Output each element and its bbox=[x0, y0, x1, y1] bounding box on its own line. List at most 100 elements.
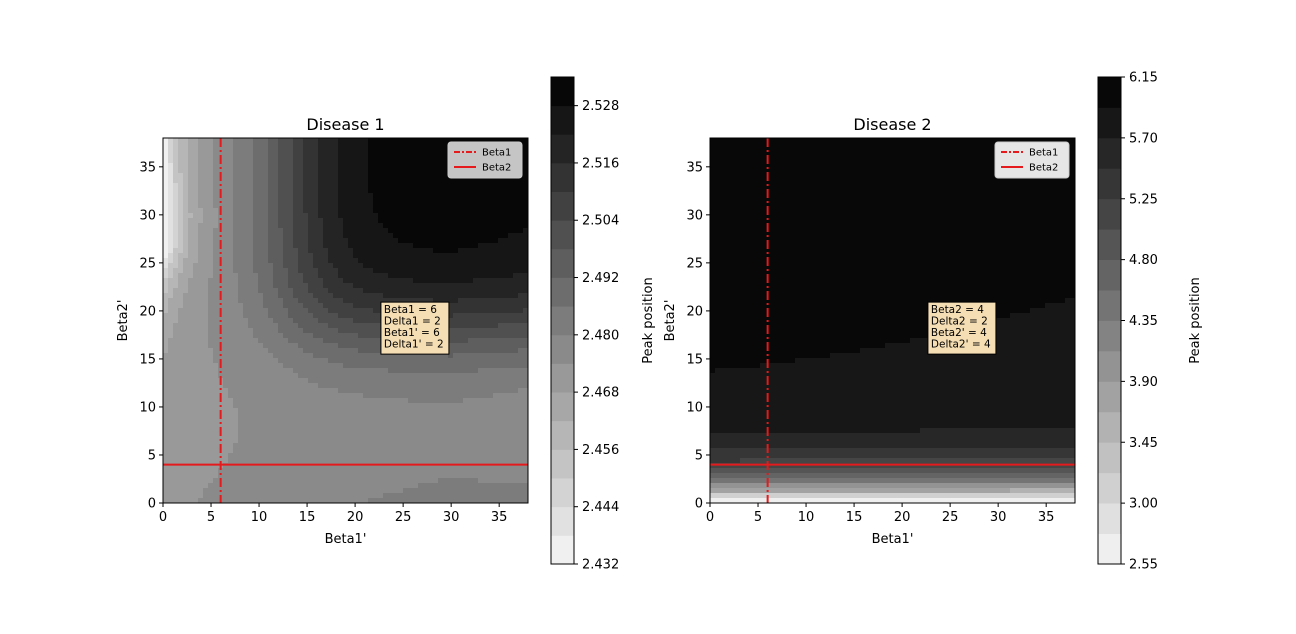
contour-cell bbox=[328, 383, 334, 389]
contour-cell bbox=[423, 298, 429, 304]
contour-cell bbox=[318, 408, 324, 414]
contour-cell bbox=[168, 443, 174, 449]
contour-cell bbox=[193, 223, 199, 229]
contour-cell bbox=[278, 453, 284, 459]
contour-cell bbox=[238, 298, 244, 304]
contour-cell bbox=[448, 373, 454, 379]
contour-cell bbox=[418, 193, 424, 199]
contour-cell bbox=[168, 298, 174, 304]
contour-cell bbox=[353, 163, 359, 169]
contour-cell bbox=[398, 353, 404, 359]
contour-cell bbox=[498, 238, 504, 244]
contour-cell bbox=[173, 298, 179, 304]
contour-cell bbox=[433, 283, 439, 289]
contour-cell bbox=[433, 478, 439, 484]
contour-cell bbox=[433, 498, 439, 503]
contour-cell bbox=[228, 323, 234, 329]
contour-cell bbox=[428, 213, 434, 219]
contour-cell bbox=[438, 173, 444, 179]
contour-cell bbox=[163, 413, 169, 419]
contour-cell bbox=[233, 488, 239, 494]
contour-cell bbox=[403, 493, 409, 499]
contour-cell bbox=[338, 453, 344, 459]
contour-cell bbox=[408, 158, 414, 164]
contour-cell bbox=[363, 413, 369, 419]
contour-cell bbox=[238, 208, 244, 214]
contour-cell bbox=[223, 448, 229, 454]
contour-cell bbox=[413, 198, 419, 204]
contour-cell bbox=[228, 223, 234, 229]
contour-cell bbox=[233, 328, 239, 334]
contour-cell bbox=[228, 318, 234, 324]
contour-cell bbox=[223, 163, 229, 169]
contour-cell bbox=[488, 343, 494, 349]
contour-cell bbox=[293, 498, 299, 503]
contour-cell bbox=[493, 223, 499, 229]
contour-cell bbox=[198, 303, 204, 309]
contour-cell bbox=[318, 188, 324, 194]
contour-cell bbox=[183, 433, 189, 439]
contour-cell bbox=[293, 483, 299, 489]
contour-cell bbox=[368, 473, 374, 479]
contour-cell bbox=[188, 138, 194, 144]
contour-cell bbox=[163, 258, 169, 264]
contour-cell bbox=[408, 483, 414, 489]
contour-cell bbox=[328, 428, 334, 434]
contour-cell bbox=[398, 248, 404, 254]
contour-cell bbox=[413, 278, 419, 284]
contour-cell bbox=[373, 438, 379, 444]
contour-cell bbox=[223, 178, 229, 184]
contour-cell bbox=[173, 303, 179, 309]
contour-cell bbox=[238, 353, 244, 359]
contour-cell bbox=[178, 498, 184, 503]
contour-cell bbox=[463, 288, 469, 294]
contour-cell bbox=[398, 148, 404, 154]
contour-cell bbox=[293, 238, 299, 244]
contour-cell bbox=[208, 228, 214, 234]
contour-cell bbox=[373, 188, 379, 194]
contour-cell bbox=[403, 358, 409, 364]
contour-cell bbox=[478, 313, 484, 319]
contour-cell bbox=[303, 438, 309, 444]
contour-cell bbox=[403, 373, 409, 379]
contour-cell bbox=[208, 208, 214, 214]
contour-cell bbox=[313, 393, 319, 399]
contour-cell bbox=[393, 138, 399, 144]
contour-cell bbox=[398, 183, 404, 189]
contour-cell bbox=[418, 353, 424, 359]
contour-cell bbox=[323, 388, 329, 394]
contour-cell bbox=[188, 473, 194, 479]
contour-cell bbox=[298, 423, 304, 429]
contour-cell bbox=[438, 468, 444, 474]
contour-cell bbox=[243, 363, 249, 369]
contour-cell bbox=[303, 248, 309, 254]
contour-cell bbox=[418, 228, 424, 234]
contour-cell bbox=[248, 203, 254, 209]
contour-cell bbox=[383, 188, 389, 194]
contour-cell bbox=[433, 453, 439, 459]
contour-cell bbox=[368, 183, 374, 189]
contour-cell bbox=[333, 178, 339, 184]
contour-cell bbox=[418, 288, 424, 294]
contour-cell bbox=[423, 458, 429, 464]
contour-cell bbox=[248, 253, 254, 259]
contour-cell bbox=[198, 203, 204, 209]
contour-cell bbox=[308, 223, 314, 229]
contour-cell bbox=[338, 418, 344, 424]
contour-cell bbox=[293, 243, 299, 249]
contour-cell bbox=[483, 313, 489, 319]
contour-cell bbox=[418, 408, 424, 414]
contour-cell bbox=[483, 373, 489, 379]
contour-cell bbox=[223, 428, 229, 434]
contour-cell bbox=[313, 303, 319, 309]
contour-cell bbox=[228, 358, 234, 364]
contour-cell bbox=[198, 433, 204, 439]
contour-cell bbox=[498, 313, 504, 319]
contour-cell bbox=[323, 448, 329, 454]
contour-cell bbox=[183, 353, 189, 359]
contour-cell bbox=[188, 213, 194, 219]
contour-cell bbox=[468, 408, 474, 414]
contour-cell bbox=[483, 418, 489, 424]
contour-cell bbox=[303, 298, 309, 304]
contour-cell bbox=[343, 458, 349, 464]
